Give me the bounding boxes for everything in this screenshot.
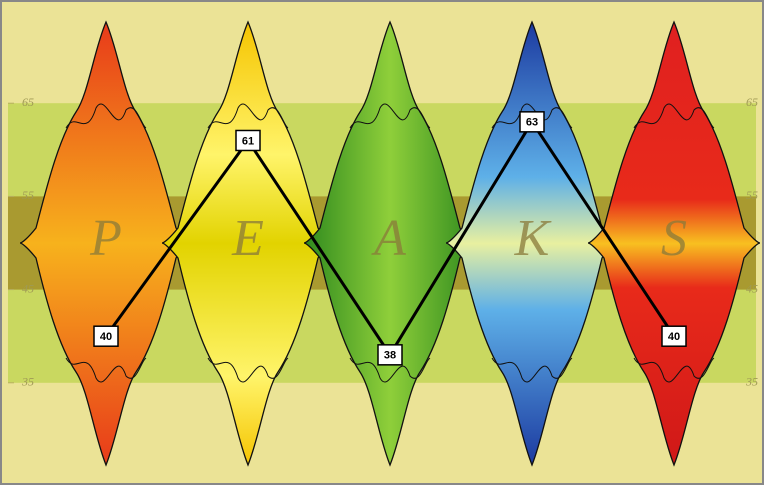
- category-letter: S: [661, 210, 687, 267]
- y-tick-label-right: 45: [746, 281, 758, 295]
- category-letter: A: [371, 210, 406, 267]
- chart: 35 35 45 45 55 55 65 65 P E A K S 40 61 38 63 40: [0, 0, 764, 485]
- y-tick-label: 55: [22, 188, 34, 202]
- value-label: 38: [384, 350, 396, 362]
- category-letter: P: [89, 210, 122, 267]
- value-label: 63: [526, 117, 538, 129]
- y-tick-label: 35: [21, 375, 34, 389]
- y-tick-label: 45: [22, 281, 34, 295]
- category-letter: K: [514, 210, 552, 267]
- y-tick-label-right: 55: [746, 188, 758, 202]
- value-label: 61: [242, 135, 254, 147]
- category-letter: E: [231, 210, 264, 267]
- value-label: 40: [668, 331, 680, 343]
- value-label: 40: [100, 331, 112, 343]
- y-tick-label-right: 65: [746, 95, 758, 109]
- y-tick-label: 65: [22, 95, 34, 109]
- y-tick-label-right: 35: [745, 375, 758, 389]
